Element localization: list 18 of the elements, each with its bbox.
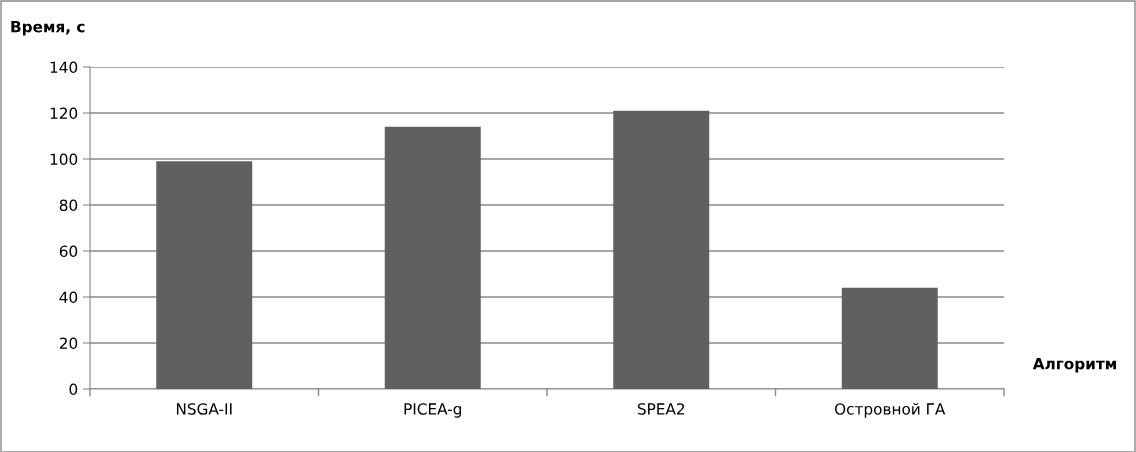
bar (613, 110, 710, 389)
y-tick-label: 20 (59, 337, 78, 350)
bar (384, 126, 481, 389)
x-tick-label: PICEA-g (404, 403, 462, 418)
x-tick-label: Островной ГА (834, 402, 946, 418)
x-tick-label: SPEA2 (637, 403, 685, 415)
y-tick-label: 120 (50, 107, 78, 120)
bar (841, 287, 938, 389)
y-tick-label: 60 (59, 245, 78, 258)
y-tick-label: 0 (69, 383, 78, 396)
y-tick-label: 40 (59, 291, 78, 304)
y-axis-title: Время, с (11, 21, 85, 36)
y-tick-label: 80 (59, 199, 78, 212)
y-tick-label: 140 (50, 61, 78, 74)
y-tick-label: 100 (50, 153, 78, 166)
x-axis-title: Алгоритм (1032, 358, 1116, 373)
x-tick-label: NSGA-II (176, 403, 232, 415)
bar (156, 161, 253, 389)
